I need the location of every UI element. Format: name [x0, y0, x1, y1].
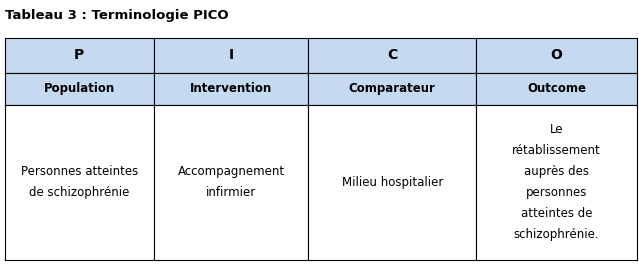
Text: Outcome: Outcome [527, 82, 586, 95]
Text: Comparateur: Comparateur [349, 82, 436, 95]
Text: P: P [74, 49, 84, 63]
Text: Accompagnement
infirmier: Accompagnement infirmier [178, 166, 284, 199]
Text: Personnes atteintes
de schizophrénie: Personnes atteintes de schizophrénie [20, 166, 138, 199]
Text: O: O [551, 49, 562, 63]
Text: Population: Population [43, 82, 115, 95]
Text: Tableau 3 : Terminologie PICO: Tableau 3 : Terminologie PICO [5, 9, 229, 22]
Text: Milieu hospitalier: Milieu hospitalier [341, 176, 443, 189]
Text: Intervention: Intervention [190, 82, 272, 95]
Text: Le
rétablissement
auprès des
personnes
atteintes de
schizophrénie.: Le rétablissement auprès des personnes a… [512, 124, 601, 241]
Text: I: I [229, 49, 234, 63]
Text: C: C [387, 49, 397, 63]
